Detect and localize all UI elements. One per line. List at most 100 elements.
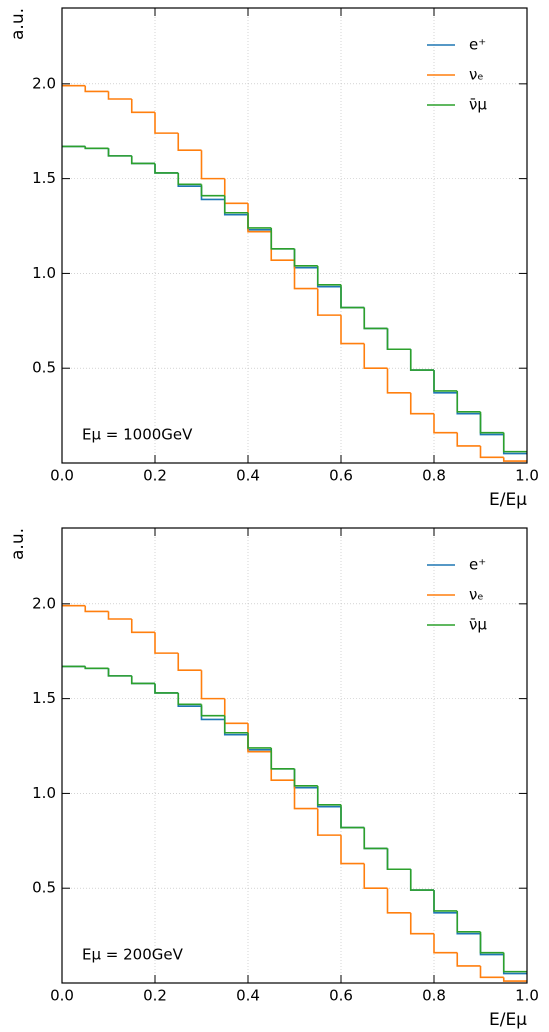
histogram-step — [177, 133, 202, 151]
histogram-step — [223, 698, 248, 725]
histogram-step — [107, 148, 132, 157]
histogram-step — [200, 150, 225, 180]
histogram-step — [386, 848, 411, 871]
x-tick-label: 0.2 — [143, 467, 167, 485]
legend-label: ν̄μ — [469, 616, 487, 634]
histogram-step — [154, 683, 179, 694]
histogram-step — [177, 653, 202, 671]
annotation: Eμ = 200GeV — [82, 946, 184, 964]
x-tick-label: 0.4 — [236, 987, 260, 1005]
histogram-step — [409, 392, 434, 415]
histogram-step — [340, 806, 365, 829]
histogram-step — [107, 611, 132, 620]
histogram-step — [456, 432, 481, 447]
histogram-step — [409, 349, 434, 371]
legend-label: νₑ — [469, 66, 484, 84]
x-tick-label: 0.6 — [329, 987, 353, 1005]
y-tick-label: 2.0 — [32, 74, 56, 92]
legend-label: νₑ — [469, 586, 484, 604]
x-tick-label: 0.4 — [236, 467, 260, 485]
histogram-step — [433, 933, 458, 954]
histogram-step — [456, 392, 481, 415]
histogram-step — [456, 390, 481, 413]
x-tick-label: 1.0 — [515, 467, 539, 485]
x-tick-label: 0.6 — [329, 467, 353, 485]
histogram-step — [270, 747, 295, 770]
histogram-step — [409, 869, 434, 891]
panel: 0.0 0.2 0.4 0.6 0.8 1.0 0.5 1.0 1.5 2.0 e⁺ νₑ ν̄μ Eμ … — [8, 527, 539, 1030]
histogram-step — [223, 195, 248, 214]
histogram-step — [502, 434, 527, 455]
histogram-step — [479, 411, 504, 434]
histogram-step — [502, 457, 527, 462]
histogram-step — [200, 670, 225, 700]
histogram-step — [386, 328, 411, 351]
histogram-step — [154, 163, 179, 174]
histogram-step — [363, 827, 388, 850]
histogram-step — [479, 933, 504, 956]
histogram-step — [270, 229, 295, 250]
y-tick-label: 2.0 — [32, 594, 56, 612]
histogram-step — [386, 848, 411, 871]
histogram-step — [316, 787, 341, 808]
y-tick-label: 1.5 — [32, 689, 56, 707]
histogram-step — [433, 413, 458, 434]
legend-label: ν̄μ — [469, 96, 487, 114]
x-axis-label: E/Eμ — [489, 490, 527, 510]
histogram-step — [479, 413, 504, 436]
histogram-step — [130, 675, 155, 685]
x-tick-label: 0.0 — [50, 987, 74, 1005]
histogram-step — [409, 349, 434, 371]
x-axis-label: E/Eμ — [489, 1010, 527, 1030]
histogram-step — [363, 307, 388, 330]
legend-label: e⁺ — [469, 36, 486, 54]
y-tick-label: 0.5 — [32, 359, 56, 377]
histogram-step — [154, 683, 179, 694]
histogram-step — [84, 146, 109, 150]
y-tick-label: 1.0 — [32, 784, 56, 802]
histogram-step — [433, 890, 458, 912]
histogram-step — [340, 835, 365, 865]
histogram-step — [340, 315, 365, 345]
x-tick-label: 0.0 — [50, 467, 74, 485]
histogram-step — [130, 155, 155, 165]
histogram-step — [502, 977, 527, 982]
histogram-step — [456, 952, 481, 967]
histogram-step — [84, 605, 109, 613]
y-axis-label: a.u. — [8, 8, 28, 40]
histogram-step — [270, 227, 295, 250]
histogram-step — [247, 212, 272, 229]
histogram-step — [293, 768, 318, 789]
histogram-step — [247, 732, 272, 749]
y-axis-label: a.u. — [8, 528, 28, 560]
histogram-step — [479, 445, 504, 459]
plot-frame — [61, 7, 528, 464]
histogram-step — [200, 704, 225, 717]
histogram-step — [386, 368, 411, 394]
histogram-step — [502, 432, 527, 453]
histogram-step — [340, 286, 365, 309]
histogram-step — [340, 284, 365, 309]
histogram-step — [223, 178, 248, 205]
legend-label: e⁺ — [469, 556, 486, 574]
histogram-step — [409, 912, 434, 935]
histogram-step — [177, 692, 202, 706]
histogram-step — [293, 768, 318, 787]
histogram-step — [433, 890, 458, 914]
histogram-step — [223, 715, 248, 734]
histogram-step — [84, 666, 109, 670]
y-tick-label: 0.5 — [32, 879, 56, 897]
histogram-step — [433, 370, 458, 394]
histogram-step — [154, 163, 179, 174]
histogram-step — [200, 706, 225, 721]
histogram-step — [340, 804, 365, 829]
histogram-step — [363, 343, 388, 370]
histogram-step — [386, 328, 411, 351]
histogram-step — [84, 85, 109, 93]
histogram-step — [107, 91, 132, 100]
histogram-step — [293, 780, 318, 810]
y-tick-label: 1.0 — [32, 264, 56, 282]
histogram-step — [316, 785, 341, 806]
x-tick-label: 0.8 — [422, 467, 446, 485]
